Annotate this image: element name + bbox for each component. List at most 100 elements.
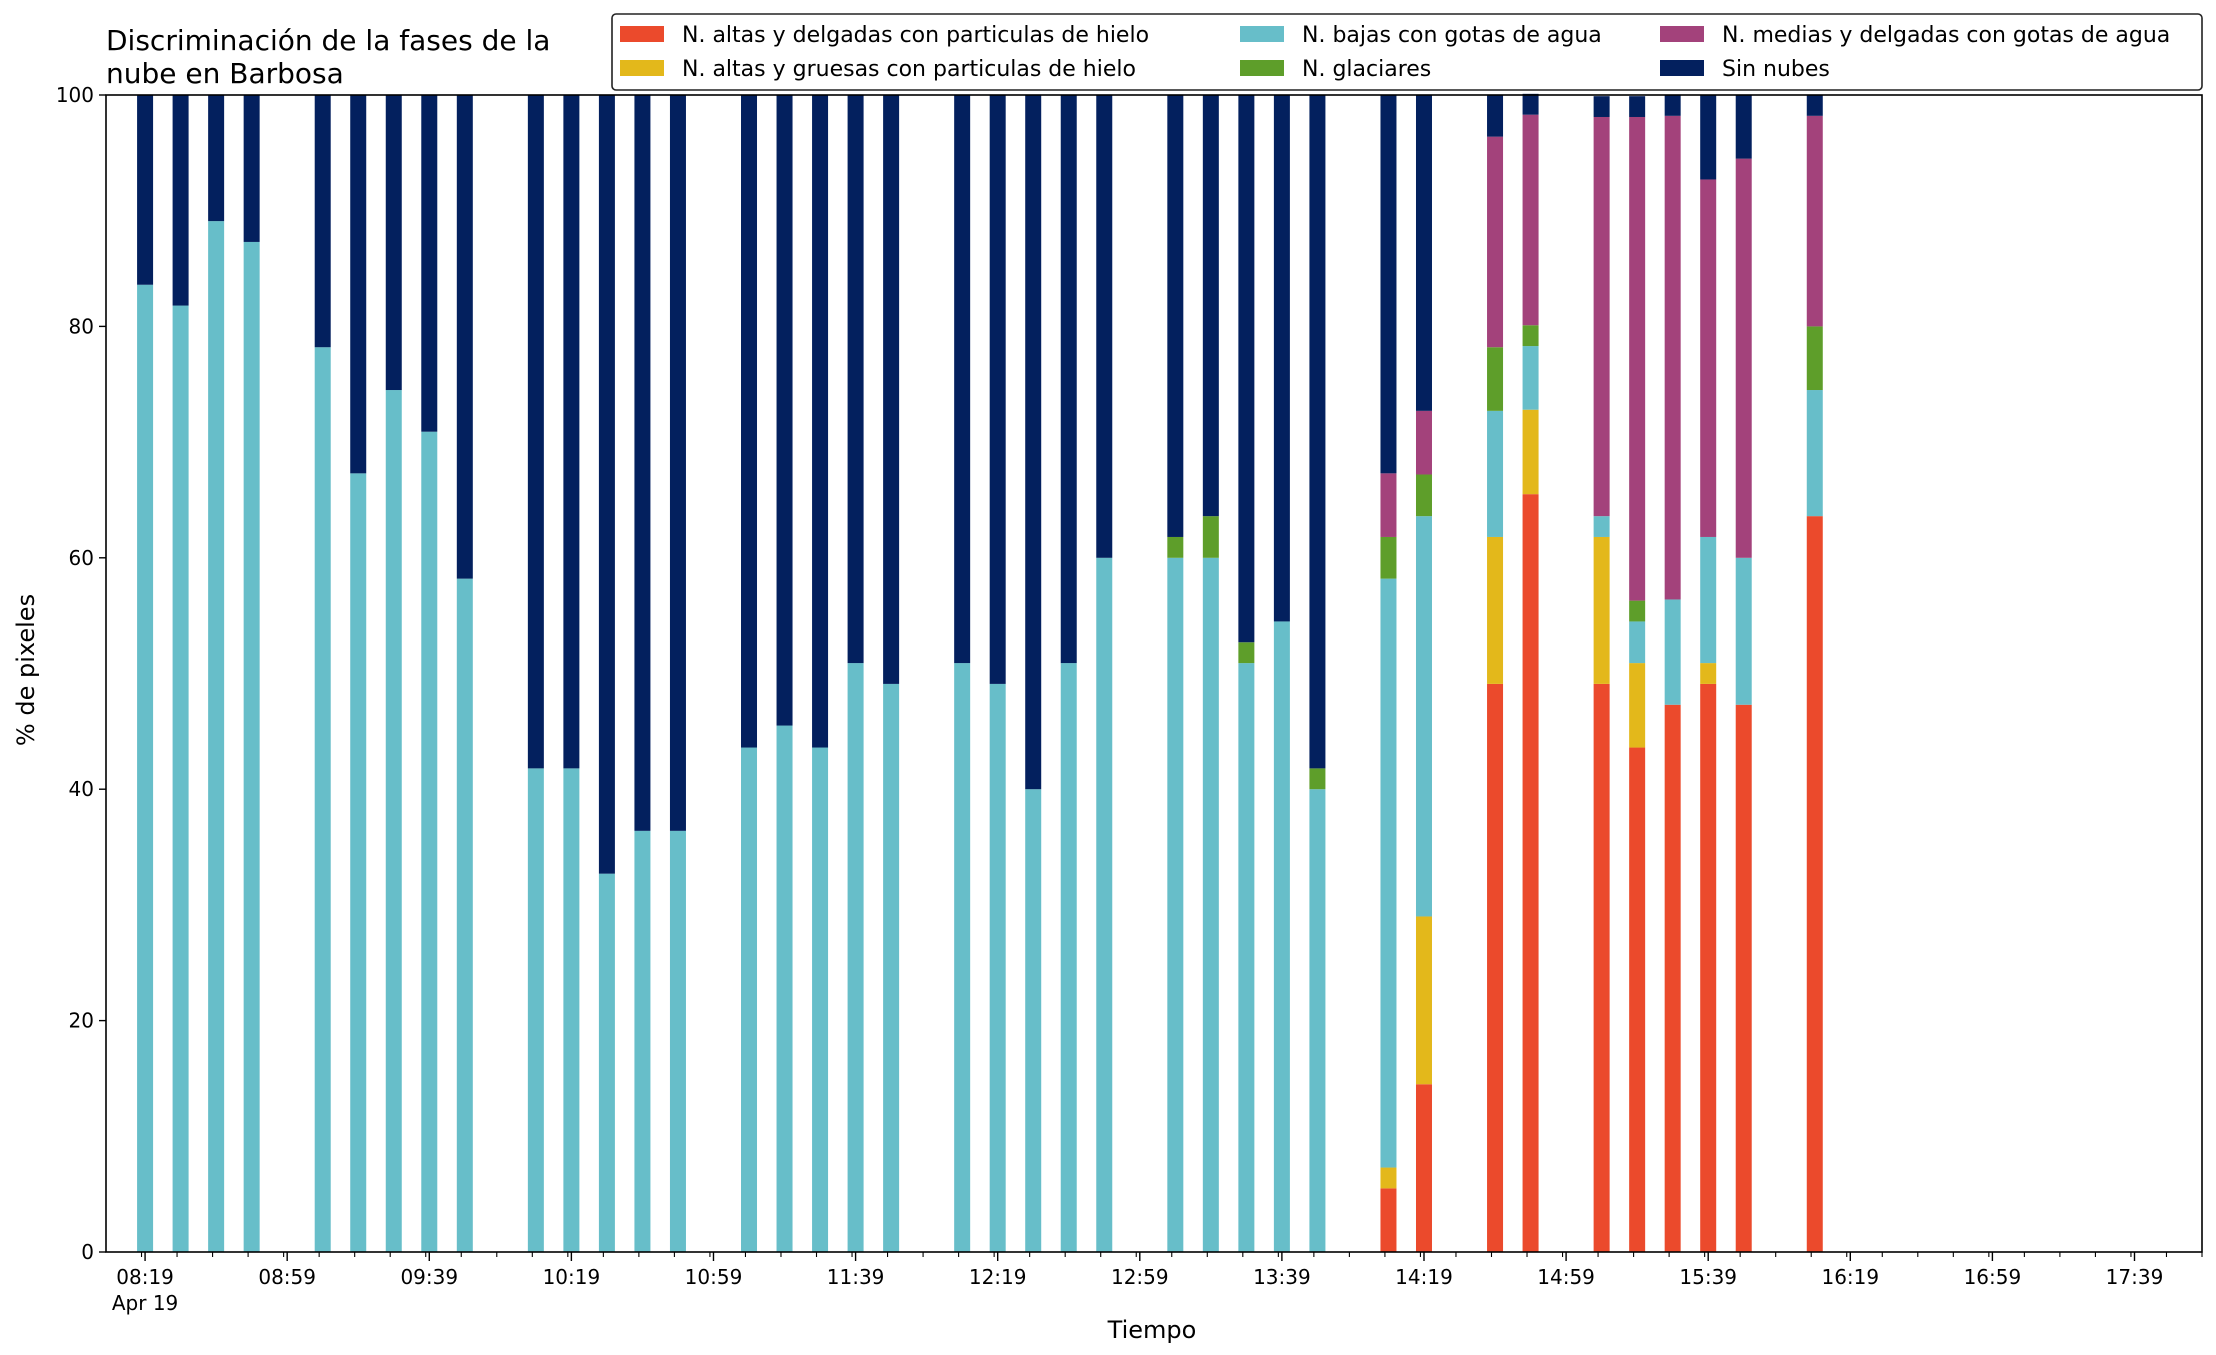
bar-segment-s2-17 [847, 663, 864, 1252]
x-tick-label-2: 09:39 [400, 1265, 458, 1289]
bar-segment-s2-3 [243, 241, 260, 1252]
bar-segment-s2-16 [812, 747, 829, 1252]
bar-segment-s5-5 [350, 95, 367, 474]
bar-segment-s2-12 [634, 830, 651, 1252]
bar-segment-s5-7 [421, 95, 438, 432]
legend-swatch-5 [1660, 60, 1704, 76]
bar-segment-s3-38 [1806, 326, 1823, 391]
y-axis-label: % de pixeles [12, 594, 40, 746]
bar-segment-s0-37 [1735, 704, 1752, 1252]
bar-segment-s5-12 [634, 95, 651, 831]
bar-segment-s2-23 [1096, 557, 1113, 1252]
bar-segment-s2-29 [1380, 578, 1397, 1168]
bar-segment-s3-29 [1380, 536, 1397, 579]
legend-swatch-0 [620, 26, 664, 42]
x-tick-label-7: 12:59 [1111, 1265, 1169, 1289]
bar-segment-s5-26 [1238, 95, 1255, 643]
bar-segment-s5-0 [137, 95, 154, 285]
bar-segment-s2-10 [563, 768, 580, 1252]
bar-segment-s4-30 [1415, 410, 1432, 475]
bar-segment-s3-34 [1629, 600, 1646, 622]
bar-segment-s2-34 [1629, 621, 1646, 664]
bar-segment-s2-21 [1025, 789, 1042, 1252]
bar-segment-s5-18 [883, 95, 900, 684]
bar-segment-s5-2 [208, 95, 225, 222]
bar-segment-s5-14 [741, 95, 758, 748]
x-tick-label-5: 11:39 [827, 1265, 885, 1289]
bar-segment-s0-35 [1664, 704, 1681, 1252]
bar-segment-s5-38 [1806, 95, 1823, 116]
y-tick-label-0: 0 [81, 1240, 94, 1264]
bar-segment-s1-32 [1522, 409, 1539, 495]
bar-segment-s2-13 [669, 830, 686, 1252]
bar-segment-s5-27 [1273, 95, 1290, 622]
plot-frame [105, 94, 2203, 1253]
bar-segment-s4-31 [1487, 136, 1504, 348]
y-tick-label-2: 40 [69, 777, 94, 801]
x-tick-label-13: 16:59 [1964, 1265, 2022, 1289]
legend-label-5: Sin nubes [1722, 57, 1830, 82]
y-tick-label-3: 60 [69, 546, 94, 570]
bar-segment-s0-34 [1629, 747, 1646, 1252]
bar-segment-s3-30 [1415, 474, 1432, 517]
bar-segment-s4-32 [1522, 114, 1539, 326]
bar-segment-s2-35 [1664, 599, 1681, 705]
bar-segment-s2-18 [883, 683, 900, 1252]
bar-segment-s2-24 [1167, 557, 1184, 1252]
bar-segment-s2-20 [989, 683, 1006, 1252]
bar-segment-s2-2 [208, 221, 225, 1253]
legend-swatch-1 [620, 60, 664, 76]
legend: N. altas y delgadas con particulas de hi… [611, 13, 2203, 91]
chart-title-line-2: nube en Barbosa [106, 57, 344, 90]
bar-segment-s0-30 [1415, 1084, 1432, 1252]
axes-layer [105, 94, 2203, 1253]
bar-segment-s5-33 [1593, 96, 1610, 117]
chart-title: Discriminación de la fases de la nube en… [106, 24, 550, 90]
bar-segment-s5-9 [527, 95, 544, 769]
bar-segment-s5-8 [456, 95, 473, 579]
bar-segment-s2-7 [421, 431, 438, 1252]
x-tick-label-4: 10:59 [685, 1265, 743, 1289]
bar-segment-s3-32 [1522, 325, 1539, 347]
legend-swatch-4 [1660, 26, 1704, 42]
x-axis-label: Tiempo [1107, 1316, 1197, 1344]
bar-segment-s0-32 [1522, 494, 1539, 1252]
bar-segment-s2-31 [1487, 410, 1504, 537]
legend-swatch-3 [1240, 60, 1284, 76]
bar-segment-s2-28 [1309, 789, 1326, 1252]
y-tick-label-5: 100 [56, 83, 94, 107]
bar-segment-s2-33 [1593, 516, 1610, 537]
bar-segment-s5-20 [989, 95, 1006, 684]
ticks-layer: 0 20 40 60 80 100 08:19 08:59 09:39 10:19 10:59 11:… [56, 83, 2203, 1315]
x-date-label: Apr 19 [112, 1291, 178, 1315]
bar-segment-s5-15 [776, 95, 793, 726]
x-tick-label-3: 10:19 [543, 1265, 601, 1289]
legend-label-2: N. bajas con gotas de agua [1302, 23, 1602, 48]
x-tick-label-9: 14:19 [1395, 1265, 1453, 1289]
bars-layer [137, 93, 1823, 1253]
bar-segment-s5-21 [1025, 95, 1042, 790]
x-tick-label-0: 08:19 [116, 1265, 174, 1289]
bar-segment-s5-10 [563, 95, 580, 769]
bar-segment-s5-22 [1060, 95, 1077, 664]
bar-segment-s5-37 [1735, 95, 1752, 159]
bar-segment-s3-26 [1238, 642, 1255, 664]
bar-segment-s4-34 [1629, 116, 1646, 601]
bar-segment-s2-0 [137, 284, 154, 1252]
x-tick-label-6: 12:19 [969, 1265, 1027, 1289]
bar-segment-s5-35 [1664, 95, 1681, 116]
bar-segment-s0-33 [1593, 683, 1610, 1252]
bar-segment-s1-34 [1629, 663, 1646, 748]
bar-segment-s5-1 [172, 95, 189, 306]
bar-segment-s2-26 [1238, 663, 1255, 1252]
bar-segment-s5-6 [385, 95, 402, 391]
legend-label-3: N. glaciares [1302, 57, 1431, 82]
bar-segment-s5-25 [1202, 95, 1219, 517]
bar-segment-s1-33 [1593, 536, 1610, 684]
bar-segment-s5-34 [1629, 96, 1646, 117]
bar-segment-s2-27 [1273, 621, 1290, 1252]
y-tick-label-1: 20 [69, 1009, 94, 1033]
bar-segment-s2-19 [954, 663, 971, 1252]
bar-segment-s2-8 [456, 578, 473, 1252]
